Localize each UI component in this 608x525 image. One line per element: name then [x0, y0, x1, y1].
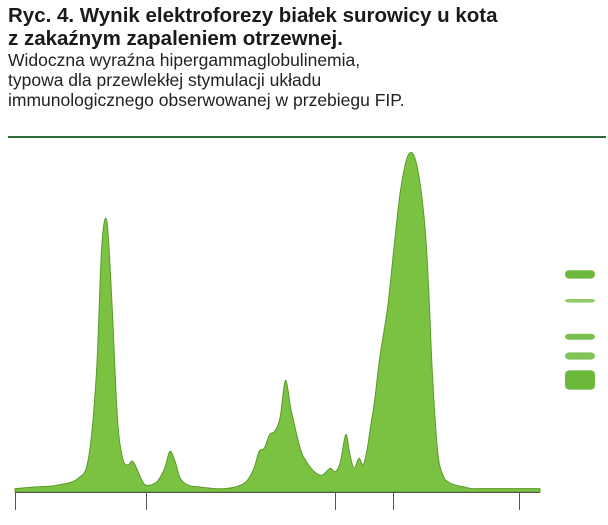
caption-title-line-1: Ryc. 4. Wynik elektroforezy białek surow… [8, 4, 498, 27]
figure-caption: Ryc. 4. Wynik elektroforezy białek surow… [8, 4, 604, 110]
gel-band-4 [565, 370, 595, 390]
caption-title-line-2: z zakaźnym zapaleniem otrzewnej. [8, 27, 343, 50]
caption-description-line-2: typowa dla przewlekłej stymulacji układu [8, 70, 322, 90]
electrophoresis-chart [14, 151, 595, 510]
caption-description-line-1: Widoczna wyraźna hipergammaglobulinemia, [8, 50, 361, 70]
caption-description-line-3: immunologicznego obserwowanej w przebieg… [8, 90, 405, 110]
caption-separator-rule [8, 136, 606, 138]
gel-band-3 [565, 352, 595, 360]
densitogram-area-0 [14, 151, 541, 493]
gel-band-1 [565, 299, 595, 303]
gel-band-2 [565, 333, 595, 340]
gel-band-0 [565, 270, 595, 279]
